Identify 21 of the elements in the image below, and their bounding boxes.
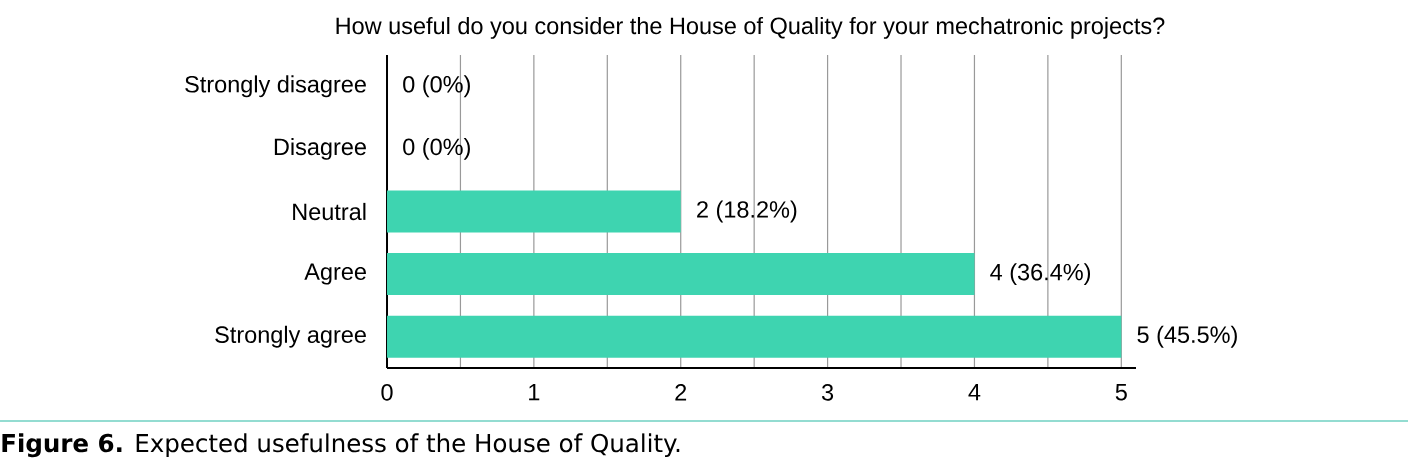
x-tick-label: 3 [821, 384, 834, 401]
data-label: 0 (0%) [403, 137, 470, 160]
y-tick-label: Neutral [293, 202, 366, 221]
data-label: 0 (0%) [403, 75, 470, 98]
x-tick-label: 2 [675, 384, 687, 401]
bar [387, 253, 975, 296]
x-tick-label: 0 [381, 384, 393, 401]
chart-title: How useful do you consider the House of Quality for your mechatronic projects? [336, 16, 1165, 39]
y-tick-label: Agree [304, 263, 366, 285]
data-label: 4 (36.4%) [990, 263, 1091, 286]
text: Figure 6. Expected usefulness of the House of Quality. [2, 433, 680, 458]
y-tick-label: Disagree [274, 137, 366, 160]
bar [387, 315, 1122, 358]
data-label: 2 (18.2%) [697, 200, 797, 223]
bar [387, 190, 681, 233]
x-tick-label: 5 [1115, 384, 1127, 401]
data-label: 5 (45.5%) [1137, 325, 1237, 348]
x-tick-label: 1 [529, 384, 540, 401]
x-tick-label: 4 [968, 384, 981, 401]
y-tick-label: Strongly disagree [185, 75, 366, 98]
y-tick-label: Strongly agree [215, 325, 366, 348]
